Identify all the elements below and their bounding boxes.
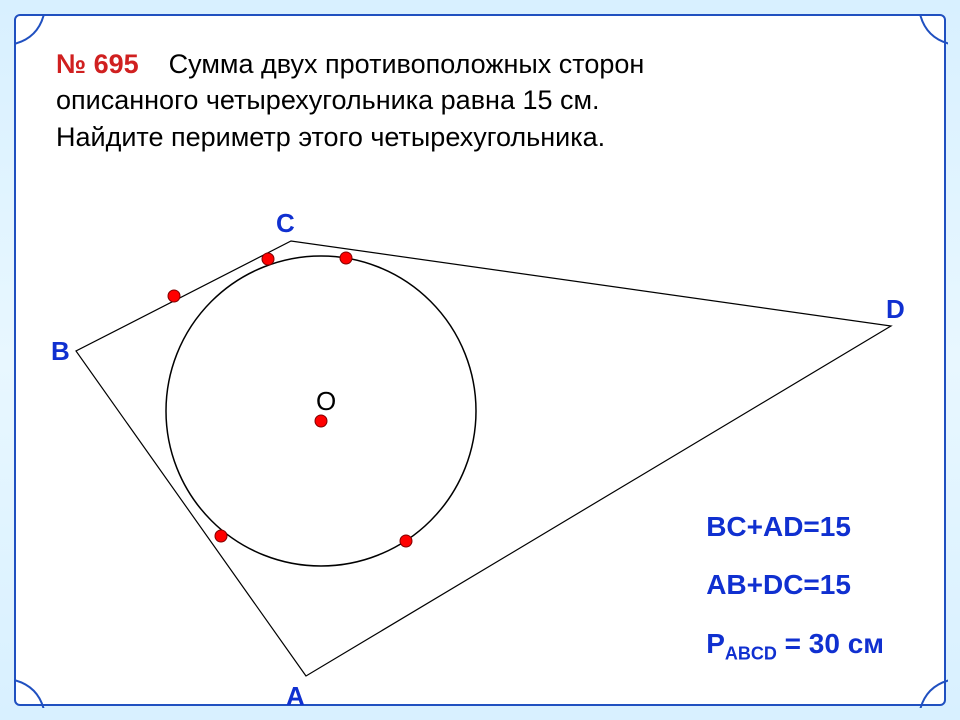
solution-block: BC+AD=15 AB+DC=15 PABCD = 30 см (706, 498, 884, 674)
solution-line1: BC+AD=15 (706, 498, 884, 557)
inner-frame: № 695 Сумма двух противоположных сторон … (14, 14, 946, 706)
vertex-label-d: D (886, 294, 905, 325)
vertex-label-c: C (276, 208, 295, 239)
vertex-label-b: B (51, 336, 70, 367)
slide-frame: № 695 Сумма двух противоположных сторон … (0, 0, 960, 720)
center-label-o: O (316, 386, 336, 417)
solution-line3: PABCD = 30 см (706, 615, 884, 674)
vertex-label-a: A (286, 681, 305, 712)
solution-line2: AB+DC=15 (706, 556, 884, 615)
